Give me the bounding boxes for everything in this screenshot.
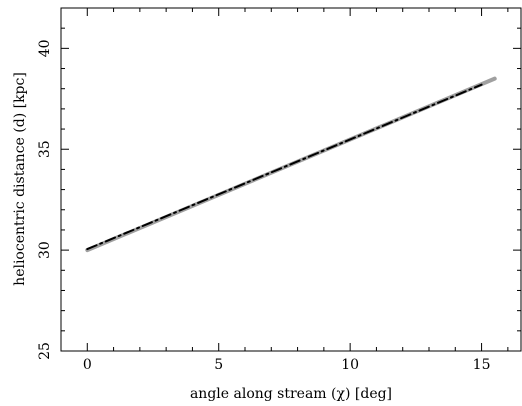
series-line-dash-dot: [86, 83, 483, 251]
labels-layer: 0 5 10 15 25 30 35 40: [37, 39, 490, 373]
y-tick-label: 40: [37, 39, 53, 57]
x-tick-label: 15: [473, 357, 491, 373]
y-tick-label: 35: [37, 140, 53, 158]
y-axis-label: heliocentric distance (d) [kpc]: [12, 72, 28, 286]
y-tick-label: 25: [37, 342, 53, 360]
x-axis-label: angle along stream (χ) [deg]: [190, 386, 392, 402]
plot-frame: [60, 7, 522, 352]
x-tick-label: 5: [214, 357, 223, 373]
x-tick-label: 10: [341, 357, 359, 373]
x-tick-label: 0: [83, 357, 92, 373]
y-tick-label: 30: [37, 241, 53, 259]
ticks-layer: [60, 7, 521, 352]
series-layer: [85, 76, 497, 253]
